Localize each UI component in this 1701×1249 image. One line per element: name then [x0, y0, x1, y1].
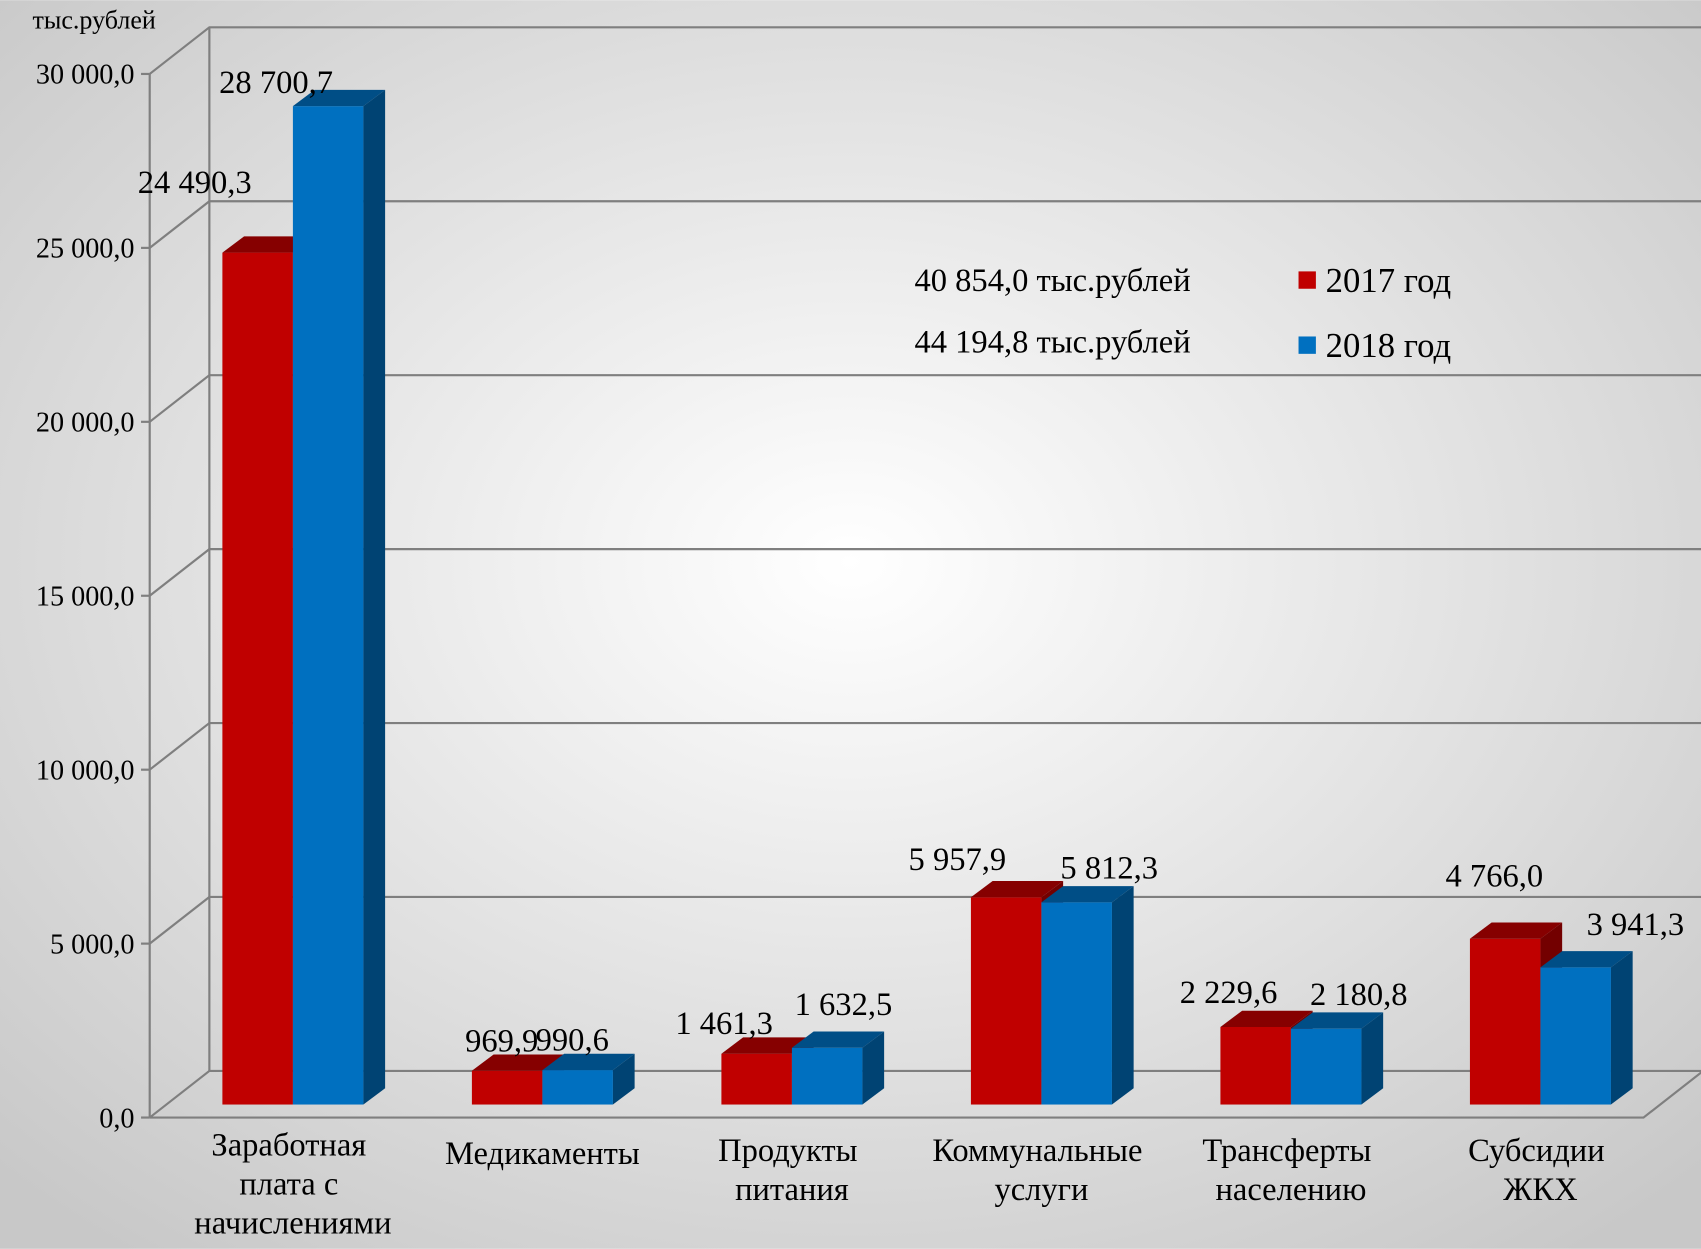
bar-front	[222, 252, 293, 1105]
legend-label: 2018 год	[1326, 326, 1451, 365]
y-tick-label: 30 000,0	[36, 60, 135, 91]
x-tick-label: Заработная плата с начислениями	[194, 1128, 391, 1242]
bar-side	[612, 1053, 635, 1105]
y-tick-label: 0,0	[99, 1103, 134, 1134]
x-tick-label: Медикаменты	[445, 1136, 640, 1172]
bar-front	[791, 1047, 863, 1105]
bar-side	[1111, 886, 1134, 1105]
data-label: 28 700,7	[219, 65, 333, 101]
bar	[1540, 951, 1633, 1105]
legend-swatch	[1298, 336, 1316, 354]
bar-front	[1540, 967, 1611, 1105]
y-tick-label: 10 000,0	[36, 755, 135, 786]
grid-line	[149, 200, 1701, 249]
data-label: 990,6	[536, 1023, 609, 1059]
y-tick-label: 5 000,0	[50, 929, 135, 960]
grid-line	[149, 721, 1701, 771]
legend-label: 2017 год	[1326, 261, 1451, 300]
data-label: 969,9	[465, 1023, 538, 1059]
grid-line	[149, 1069, 1701, 1119]
data-label: 1 461,3	[675, 1006, 773, 1042]
bar-top	[721, 1037, 814, 1054]
bar-side	[862, 1031, 885, 1105]
data-label: 4 766,0	[1446, 859, 1544, 895]
x-tick-label: Коммунальные услуги	[932, 1133, 1150, 1208]
data-label: 2 180,8	[1310, 977, 1408, 1013]
bar	[1041, 886, 1134, 1105]
grid-line	[149, 26, 1701, 75]
data-label: 5 957,9	[909, 842, 1007, 878]
legend-swatch	[1298, 271, 1316, 289]
y-tick-label: 20 000,0	[36, 408, 135, 439]
data-label: 3 941,3	[1587, 907, 1685, 943]
data-label: 1 632,5	[795, 987, 893, 1023]
bar-top	[471, 1054, 565, 1071]
grid-line	[149, 895, 1701, 945]
data-label: 5 812,3	[1060, 850, 1158, 886]
floor	[149, 1071, 1701, 1119]
bar-top	[1290, 1012, 1384, 1029]
x-tick-label: Продукты питания	[718, 1133, 865, 1208]
grid-line	[149, 548, 1701, 597]
bar	[292, 89, 386, 1105]
bar-front	[1041, 902, 1112, 1105]
bar-front	[292, 106, 364, 1105]
bar-side	[363, 89, 386, 1105]
x-tick-label: Трансферты населению	[1202, 1133, 1379, 1208]
bar-front	[970, 897, 1042, 1105]
bar-top	[1540, 951, 1633, 968]
bar-front	[1220, 1026, 1291, 1105]
bar-front	[1290, 1028, 1362, 1105]
bar-top	[292, 89, 386, 107]
data-label: 24 490,3	[138, 165, 252, 201]
bar-front	[721, 1053, 792, 1105]
bar-front	[542, 1070, 613, 1105]
annotation: 44 194,8 тыс.рублей	[915, 325, 1191, 361]
bar-top	[970, 881, 1064, 898]
annotation: 40 854,0 тыс.рублей	[915, 263, 1191, 299]
bar-top	[791, 1031, 885, 1048]
y-axis-label: тыс.рублей	[33, 5, 156, 34]
bar-top	[1220, 1010, 1313, 1027]
bar	[791, 1031, 885, 1105]
bar-top	[542, 1053, 635, 1071]
y-tick-label: 25 000,0	[36, 234, 135, 265]
bar	[471, 1054, 565, 1105]
bar-top	[1041, 886, 1134, 903]
grid-line	[149, 374, 1701, 423]
y-tick-label: 15 000,0	[36, 582, 135, 613]
bar-side	[1610, 951, 1633, 1105]
bar	[542, 1053, 635, 1105]
data-label: 2 229,6	[1180, 975, 1278, 1011]
bar-side	[1361, 1012, 1384, 1105]
bar	[1290, 1012, 1384, 1105]
bar-top	[1469, 922, 1563, 939]
x-tick-label: Субсидии ЖКХ	[1468, 1133, 1613, 1208]
bar-top	[222, 236, 315, 253]
bar-front	[1469, 938, 1541, 1105]
bar-front	[471, 1070, 543, 1105]
